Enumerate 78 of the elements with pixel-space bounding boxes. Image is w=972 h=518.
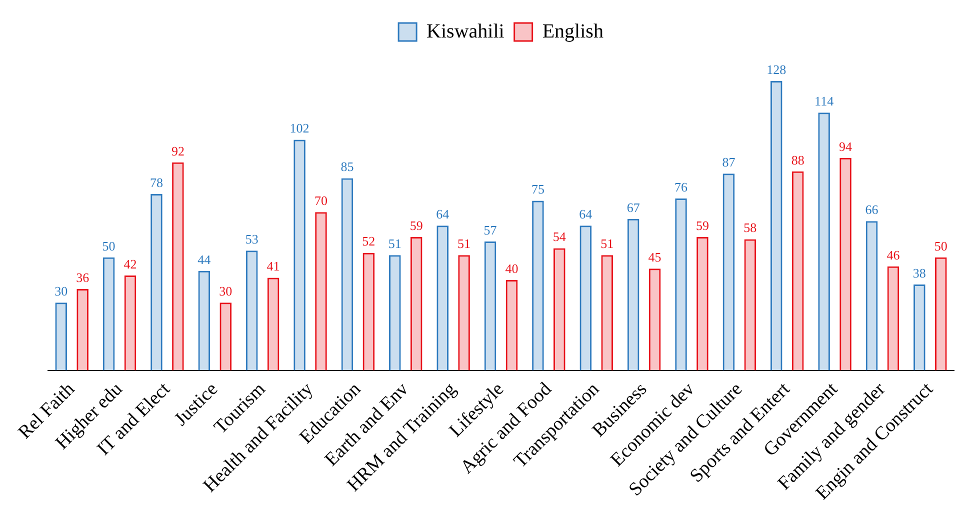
data-label: 87 [722,154,736,170]
bar [532,200,544,370]
bar [267,278,280,370]
bar [696,236,708,370]
data-label: 92 [171,143,184,158]
bar [389,255,401,370]
data-label: 53 [245,231,258,246]
data-label: 42 [124,256,137,272]
data-label: 54 [552,229,566,244]
bar [246,250,258,370]
data-label: 52 [362,234,376,249]
bar [55,302,68,370]
data-label: 85 [340,159,354,174]
data-label: 78 [150,174,163,190]
bar [887,266,900,370]
legend-label: English [542,20,604,42]
bar [362,252,375,370]
data-label: 70 [314,193,328,208]
data-label: 30 [219,284,232,298]
bar [341,178,354,370]
bar [840,158,852,370]
data-label: 51 [458,236,471,252]
legend-label: Kiswahili [426,20,505,42]
bar [436,226,448,370]
bar [458,255,470,370]
bar [722,174,735,370]
bar [770,80,782,370]
data-label: 59 [410,218,423,233]
data-label: 59 [696,218,709,233]
bar [150,194,162,370]
data-label: 114 [814,94,834,109]
data-label: 128 [766,62,786,77]
bar [914,284,926,370]
data-label: 50 [934,238,948,254]
bar [627,218,640,370]
bar [484,242,496,370]
data-label: 36 [76,270,90,285]
bar [124,275,136,370]
data-label: 66 [865,202,879,218]
bar [792,171,804,370]
bar [294,140,306,370]
data-label: 94 [839,138,853,154]
bar [506,280,518,370]
bar [76,289,88,370]
bar [601,255,613,370]
data-label: 40 [505,260,518,276]
data-label: 38 [912,265,926,280]
bar [934,257,947,370]
data-label: 30 [54,284,68,298]
data-label: 41 [266,258,280,274]
bar [410,236,422,370]
data-label: 45 [648,250,662,265]
bar [580,226,592,370]
data-label: 46 [886,247,900,262]
data-label: 102 [290,120,310,136]
bar [675,198,687,370]
data-label: 88 [791,152,804,168]
bar [198,270,210,370]
data-label: 51 [600,236,614,252]
data-label: 58 [744,220,757,236]
bar [866,221,878,370]
data-label: 67 [626,200,640,215]
data-label: 64 [436,206,450,222]
data-label: 44 [198,252,212,267]
bar [554,248,566,370]
bar [102,257,115,370]
data-label: 51 [388,236,402,252]
bar [220,302,232,370]
bar [744,239,756,370]
bar [648,268,661,370]
data-label: 64 [579,206,593,222]
data-label: 76 [674,179,688,194]
bar [315,212,327,370]
bar [818,112,830,370]
data-label: 57 [484,222,498,238]
data-label: 75 [531,182,544,197]
data-label: 50 [102,238,116,254]
bar [172,162,184,370]
